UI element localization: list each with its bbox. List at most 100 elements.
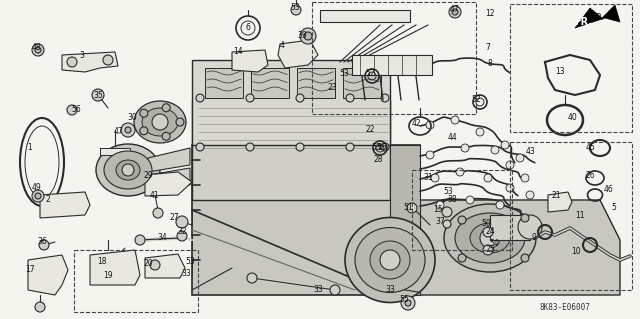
Text: 47: 47 — [450, 5, 460, 14]
Text: 45: 45 — [585, 144, 595, 152]
Text: 5: 5 — [612, 204, 616, 212]
Text: 50: 50 — [481, 219, 491, 228]
Circle shape — [32, 44, 44, 56]
Text: 1: 1 — [28, 144, 33, 152]
Circle shape — [452, 9, 458, 15]
Circle shape — [480, 228, 500, 248]
Text: 38: 38 — [447, 196, 457, 204]
Circle shape — [103, 55, 113, 65]
Circle shape — [35, 302, 45, 312]
Circle shape — [122, 164, 134, 176]
Ellipse shape — [355, 227, 425, 293]
Text: 25: 25 — [485, 246, 495, 255]
Circle shape — [458, 254, 466, 262]
Circle shape — [152, 114, 168, 130]
Text: 53: 53 — [443, 188, 453, 197]
Ellipse shape — [345, 218, 435, 302]
Text: 33: 33 — [385, 286, 395, 294]
Circle shape — [501, 141, 509, 149]
Bar — [205, 68, 243, 98]
Circle shape — [436, 201, 444, 209]
Circle shape — [458, 216, 466, 224]
Text: 33: 33 — [313, 286, 323, 294]
Polygon shape — [145, 254, 185, 278]
Circle shape — [39, 240, 49, 250]
Bar — [320, 10, 410, 22]
Bar — [490, 215, 530, 240]
Circle shape — [496, 201, 504, 209]
Text: 12: 12 — [485, 10, 495, 19]
Text: 54: 54 — [489, 240, 499, 249]
Polygon shape — [192, 100, 390, 200]
Circle shape — [176, 118, 184, 126]
Text: 29: 29 — [143, 172, 153, 181]
Text: 3: 3 — [79, 50, 84, 60]
Circle shape — [407, 203, 417, 213]
Text: 18: 18 — [97, 257, 107, 266]
Circle shape — [443, 220, 451, 228]
Text: 13: 13 — [555, 68, 565, 77]
Circle shape — [483, 245, 493, 255]
Circle shape — [32, 190, 44, 202]
Bar — [352, 55, 432, 75]
Text: 21: 21 — [551, 191, 561, 201]
Circle shape — [125, 127, 131, 133]
Text: FR.: FR. — [592, 13, 604, 23]
Text: 56: 56 — [71, 106, 81, 115]
Text: 33: 33 — [181, 270, 191, 278]
Text: 26: 26 — [585, 172, 595, 181]
Circle shape — [330, 285, 340, 295]
Text: 23: 23 — [327, 84, 337, 93]
Circle shape — [162, 132, 170, 140]
Circle shape — [35, 193, 41, 199]
Text: 31: 31 — [423, 174, 433, 182]
Polygon shape — [100, 148, 130, 155]
Circle shape — [346, 94, 354, 102]
Text: 2: 2 — [45, 196, 51, 204]
Circle shape — [466, 196, 474, 204]
Circle shape — [426, 151, 434, 159]
Polygon shape — [28, 255, 68, 295]
Text: 4: 4 — [280, 41, 284, 50]
Ellipse shape — [370, 241, 410, 279]
Text: 14: 14 — [233, 48, 243, 56]
Text: 35: 35 — [93, 92, 103, 100]
Ellipse shape — [455, 213, 525, 263]
Text: 27: 27 — [169, 213, 179, 222]
Text: 46: 46 — [603, 186, 613, 195]
Text: FR.: FR. — [574, 17, 592, 27]
Circle shape — [491, 146, 499, 154]
Circle shape — [426, 121, 434, 129]
Text: 37: 37 — [435, 218, 445, 226]
Text: 22: 22 — [365, 125, 375, 135]
Text: 53: 53 — [339, 69, 349, 78]
Text: 8K83-E06007: 8K83-E06007 — [540, 303, 591, 313]
Circle shape — [506, 184, 514, 192]
Polygon shape — [392, 200, 620, 295]
Text: 7: 7 — [486, 43, 490, 53]
Ellipse shape — [134, 101, 186, 143]
Circle shape — [296, 143, 304, 151]
Circle shape — [516, 154, 524, 162]
Circle shape — [150, 260, 160, 270]
Circle shape — [246, 143, 254, 151]
Text: 47: 47 — [113, 128, 123, 137]
Circle shape — [521, 174, 529, 182]
Circle shape — [304, 32, 312, 40]
Circle shape — [177, 231, 187, 241]
Circle shape — [461, 144, 469, 152]
Text: 41: 41 — [149, 191, 159, 201]
Circle shape — [153, 208, 163, 218]
Circle shape — [449, 6, 461, 18]
Circle shape — [196, 143, 204, 151]
Bar — [510, 142, 632, 290]
Circle shape — [381, 143, 389, 151]
Bar — [74, 250, 198, 312]
Circle shape — [92, 89, 104, 101]
Polygon shape — [390, 145, 420, 295]
Polygon shape — [40, 192, 90, 218]
Circle shape — [140, 109, 148, 117]
Polygon shape — [192, 145, 420, 295]
Text: 39: 39 — [297, 32, 307, 41]
Text: 17: 17 — [25, 265, 35, 275]
